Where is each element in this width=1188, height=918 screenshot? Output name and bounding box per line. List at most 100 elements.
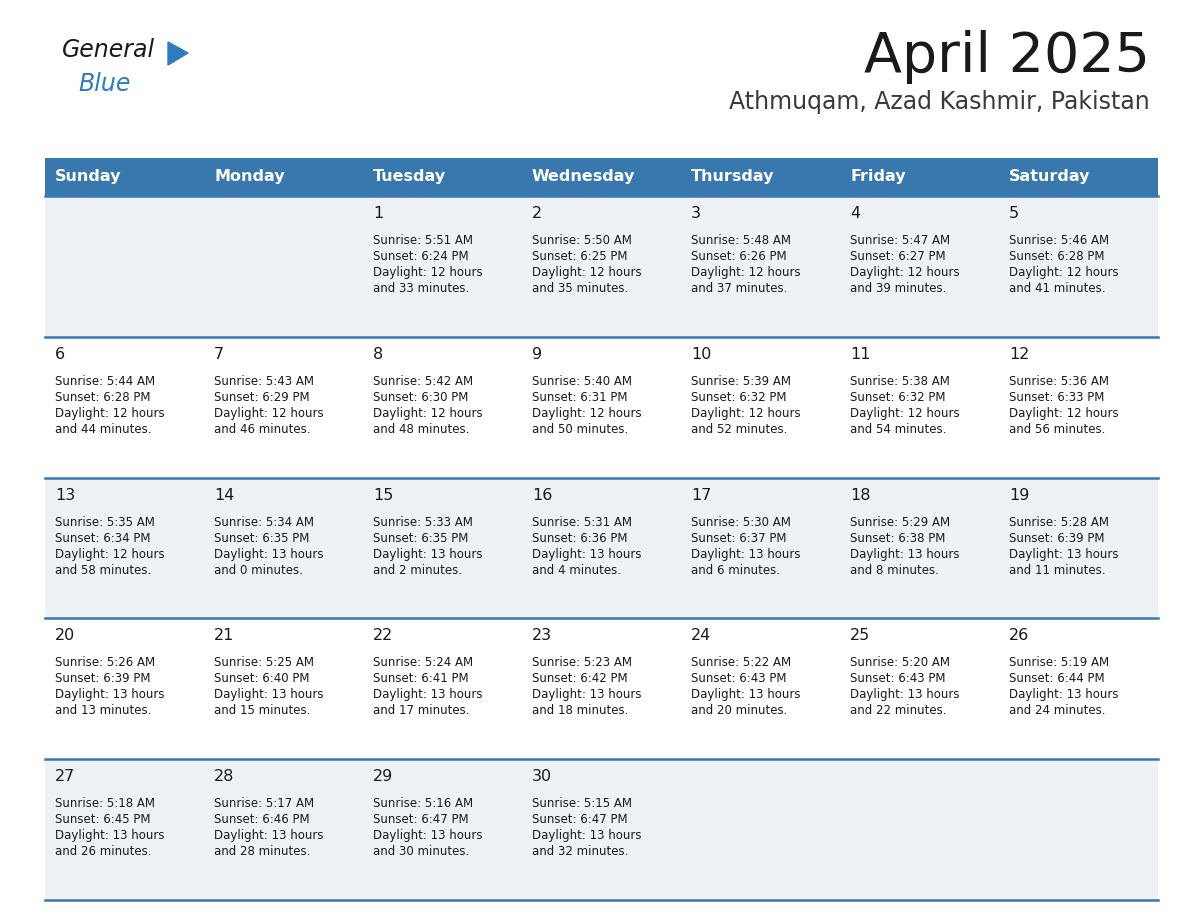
Text: Monday: Monday — [214, 170, 285, 185]
Text: Sunrise: 5:15 AM: Sunrise: 5:15 AM — [532, 797, 632, 811]
Text: Sunrise: 5:33 AM: Sunrise: 5:33 AM — [373, 516, 473, 529]
Text: Daylight: 13 hours: Daylight: 13 hours — [373, 829, 482, 842]
Bar — [45, 337, 1158, 477]
Text: and 37 minutes.: and 37 minutes. — [691, 282, 788, 295]
Text: and 8 minutes.: and 8 minutes. — [849, 564, 939, 577]
Text: Sunset: 6:28 PM: Sunset: 6:28 PM — [1009, 250, 1105, 263]
Text: Sunrise: 5:26 AM: Sunrise: 5:26 AM — [55, 656, 156, 669]
Text: and 32 minutes.: and 32 minutes. — [532, 845, 628, 858]
Text: Sunrise: 5:34 AM: Sunrise: 5:34 AM — [214, 516, 314, 529]
Text: Daylight: 13 hours: Daylight: 13 hours — [691, 688, 801, 701]
Text: 30: 30 — [532, 769, 552, 784]
Text: Sunrise: 5:42 AM: Sunrise: 5:42 AM — [373, 375, 473, 387]
Text: Sunrise: 5:48 AM: Sunrise: 5:48 AM — [691, 234, 791, 247]
Text: and 28 minutes.: and 28 minutes. — [214, 845, 310, 858]
Text: Sunset: 6:34 PM: Sunset: 6:34 PM — [55, 532, 151, 544]
Text: Sunset: 6:43 PM: Sunset: 6:43 PM — [849, 672, 946, 686]
Text: Daylight: 13 hours: Daylight: 13 hours — [532, 688, 642, 701]
Text: Daylight: 13 hours: Daylight: 13 hours — [532, 829, 642, 842]
Text: Sunrise: 5:39 AM: Sunrise: 5:39 AM — [691, 375, 791, 387]
Text: Daylight: 12 hours: Daylight: 12 hours — [214, 407, 323, 420]
Text: Daylight: 13 hours: Daylight: 13 hours — [691, 548, 801, 561]
Text: Sunset: 6:39 PM: Sunset: 6:39 PM — [1009, 532, 1105, 544]
Text: and 18 minutes.: and 18 minutes. — [532, 704, 628, 717]
Text: and 50 minutes.: and 50 minutes. — [532, 423, 628, 436]
Text: 24: 24 — [691, 629, 712, 644]
Text: 14: 14 — [214, 487, 234, 502]
Text: April 2025: April 2025 — [864, 30, 1150, 84]
Text: Daylight: 13 hours: Daylight: 13 hours — [849, 688, 960, 701]
Text: and 20 minutes.: and 20 minutes. — [691, 704, 788, 717]
Text: Sunrise: 5:25 AM: Sunrise: 5:25 AM — [214, 656, 314, 669]
Text: Daylight: 13 hours: Daylight: 13 hours — [214, 548, 323, 561]
Text: Sunset: 6:24 PM: Sunset: 6:24 PM — [373, 250, 468, 263]
Text: Sunrise: 5:47 AM: Sunrise: 5:47 AM — [849, 234, 950, 247]
Text: Sunrise: 5:50 AM: Sunrise: 5:50 AM — [532, 234, 632, 247]
Polygon shape — [168, 42, 188, 65]
Text: 8: 8 — [373, 347, 384, 362]
Text: 15: 15 — [373, 487, 393, 502]
Text: Sunrise: 5:51 AM: Sunrise: 5:51 AM — [373, 234, 473, 247]
Text: and 15 minutes.: and 15 minutes. — [214, 704, 310, 717]
Text: Sunrise: 5:35 AM: Sunrise: 5:35 AM — [55, 516, 154, 529]
Text: Daylight: 13 hours: Daylight: 13 hours — [55, 829, 164, 842]
Text: Daylight: 13 hours: Daylight: 13 hours — [55, 688, 164, 701]
Text: 23: 23 — [532, 629, 552, 644]
Text: and 46 minutes.: and 46 minutes. — [214, 423, 310, 436]
Text: and 48 minutes.: and 48 minutes. — [373, 423, 469, 436]
Text: Sunset: 6:32 PM: Sunset: 6:32 PM — [691, 391, 786, 404]
Text: Daylight: 12 hours: Daylight: 12 hours — [849, 407, 960, 420]
Text: Daylight: 12 hours: Daylight: 12 hours — [373, 266, 482, 279]
Text: and 2 minutes.: and 2 minutes. — [373, 564, 462, 577]
Text: and 6 minutes.: and 6 minutes. — [691, 564, 781, 577]
Text: and 56 minutes.: and 56 minutes. — [1009, 423, 1105, 436]
Text: and 30 minutes.: and 30 minutes. — [373, 845, 469, 858]
Text: 2: 2 — [532, 206, 542, 221]
Text: Sunset: 6:41 PM: Sunset: 6:41 PM — [373, 672, 468, 686]
Text: Sunset: 6:36 PM: Sunset: 6:36 PM — [532, 532, 627, 544]
Text: Daylight: 13 hours: Daylight: 13 hours — [214, 829, 323, 842]
Text: Daylight: 12 hours: Daylight: 12 hours — [1009, 266, 1119, 279]
Text: Sunrise: 5:23 AM: Sunrise: 5:23 AM — [532, 656, 632, 669]
Text: Sunrise: 5:16 AM: Sunrise: 5:16 AM — [373, 797, 473, 811]
Text: 12: 12 — [1009, 347, 1029, 362]
Text: Sunrise: 5:29 AM: Sunrise: 5:29 AM — [849, 516, 950, 529]
Text: 4: 4 — [849, 206, 860, 221]
Text: and 11 minutes.: and 11 minutes. — [1009, 564, 1106, 577]
Text: Sunrise: 5:22 AM: Sunrise: 5:22 AM — [691, 656, 791, 669]
Text: Sunset: 6:42 PM: Sunset: 6:42 PM — [532, 672, 627, 686]
Bar — [45, 196, 1158, 337]
Text: Daylight: 12 hours: Daylight: 12 hours — [532, 407, 642, 420]
Text: Sunset: 6:37 PM: Sunset: 6:37 PM — [691, 532, 786, 544]
Text: and 24 minutes.: and 24 minutes. — [1009, 704, 1106, 717]
Text: Daylight: 12 hours: Daylight: 12 hours — [849, 266, 960, 279]
Text: Sunrise: 5:19 AM: Sunrise: 5:19 AM — [1009, 656, 1110, 669]
Text: Daylight: 12 hours: Daylight: 12 hours — [691, 266, 801, 279]
Text: and 17 minutes.: and 17 minutes. — [373, 704, 469, 717]
Text: 7: 7 — [214, 347, 225, 362]
Text: Daylight: 13 hours: Daylight: 13 hours — [1009, 688, 1118, 701]
Text: Sunset: 6:35 PM: Sunset: 6:35 PM — [214, 532, 309, 544]
Text: Sunrise: 5:17 AM: Sunrise: 5:17 AM — [214, 797, 314, 811]
Text: 28: 28 — [214, 769, 234, 784]
Text: Sunset: 6:39 PM: Sunset: 6:39 PM — [55, 672, 151, 686]
Text: Sunset: 6:44 PM: Sunset: 6:44 PM — [1009, 672, 1105, 686]
Text: Sunrise: 5:24 AM: Sunrise: 5:24 AM — [373, 656, 473, 669]
Text: Sunrise: 5:28 AM: Sunrise: 5:28 AM — [1009, 516, 1110, 529]
Text: and 54 minutes.: and 54 minutes. — [849, 423, 947, 436]
Text: Sunday: Sunday — [55, 170, 121, 185]
Text: Sunset: 6:28 PM: Sunset: 6:28 PM — [55, 391, 151, 404]
Text: Athmuqam, Azad Kashmir, Pakistan: Athmuqam, Azad Kashmir, Pakistan — [729, 90, 1150, 114]
Text: Sunset: 6:31 PM: Sunset: 6:31 PM — [532, 391, 627, 404]
Text: Daylight: 13 hours: Daylight: 13 hours — [849, 548, 960, 561]
Text: and 22 minutes.: and 22 minutes. — [849, 704, 947, 717]
Text: Friday: Friday — [849, 170, 905, 185]
Text: Sunset: 6:46 PM: Sunset: 6:46 PM — [214, 813, 310, 826]
Bar — [45, 158, 1158, 196]
Text: Sunset: 6:30 PM: Sunset: 6:30 PM — [373, 391, 468, 404]
Text: Tuesday: Tuesday — [373, 170, 447, 185]
Text: and 0 minutes.: and 0 minutes. — [214, 564, 303, 577]
Text: 27: 27 — [55, 769, 75, 784]
Text: Sunset: 6:29 PM: Sunset: 6:29 PM — [214, 391, 310, 404]
Text: 9: 9 — [532, 347, 542, 362]
